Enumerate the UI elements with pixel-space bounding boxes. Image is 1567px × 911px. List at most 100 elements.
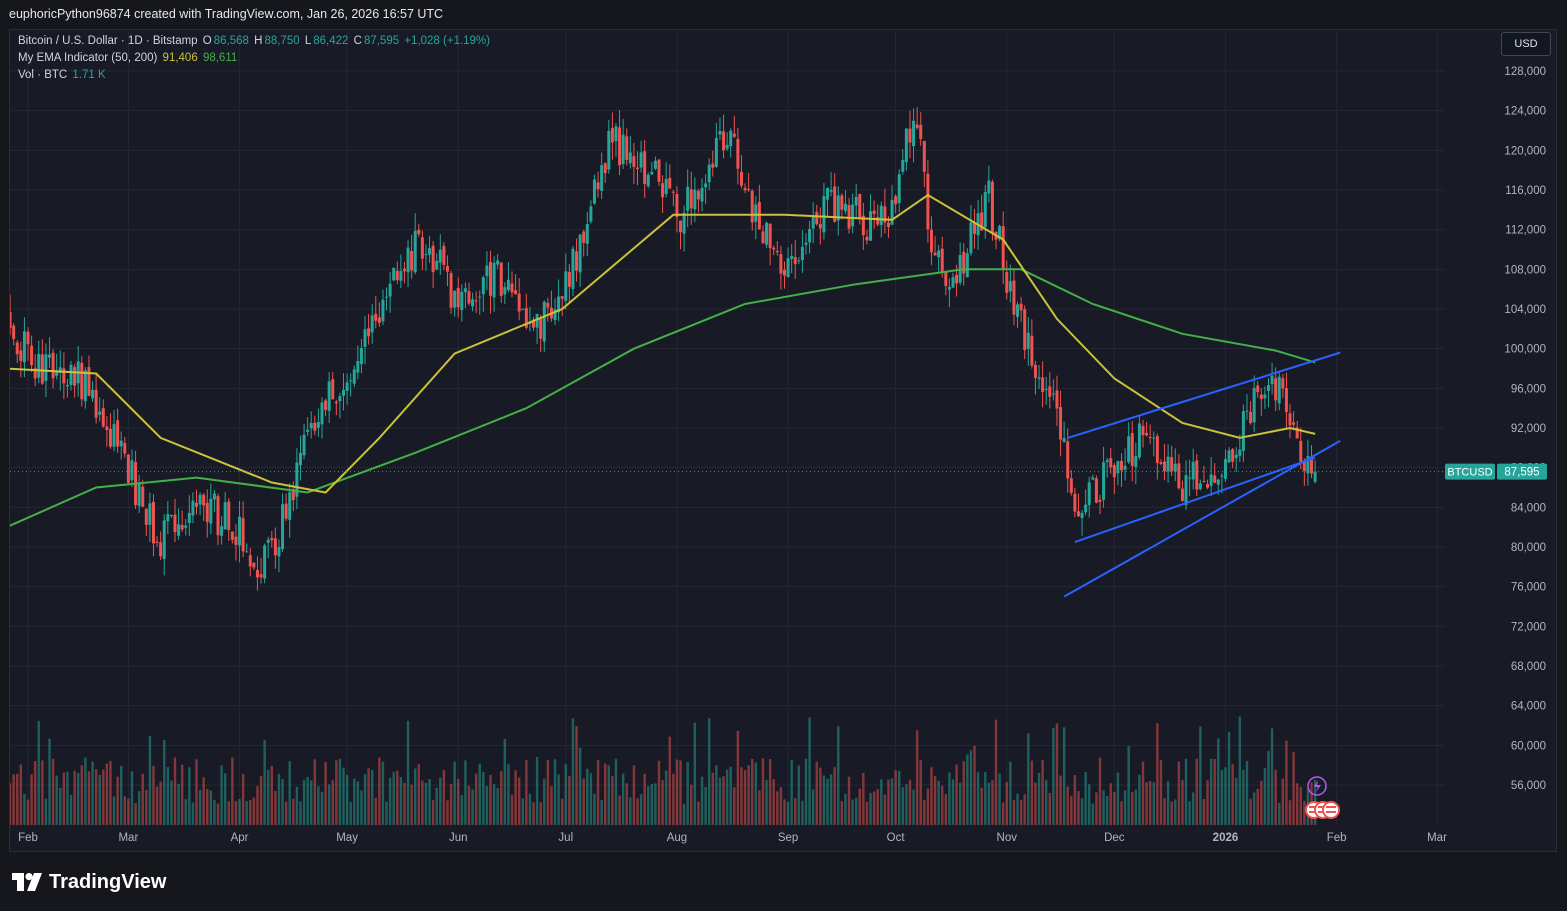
candle-body [689,189,693,209]
volume-bar [381,761,385,825]
volume-indicator-name[interactable]: Vol · BTC [18,69,68,81]
volume-bar [403,782,406,825]
price-chart[interactable]: 56,000 60,000 64,000 68,000 72,000 76,000 80,0… [10,30,1557,852]
candle-body [1076,511,1080,517]
chart-panel[interactable]: 56,000 60,000 64,000 68,000 72,000 76,000 80,0… [9,29,1557,852]
candle-body [639,152,643,168]
volume-bar [1116,772,1120,825]
volume-bar [1270,728,1274,825]
candle-body [499,262,503,296]
candle-body [438,249,442,263]
volume-bar [557,774,560,825]
volume-bar [1220,770,1224,825]
volume-bar [87,771,91,825]
candle-body [44,354,48,381]
time-axis[interactable]: Feb Mar Apr May Jun Jul Aug Sep Oct Nov Dec 2026 Feb… [18,832,1447,844]
candle-body [1180,488,1184,501]
candle-body [155,541,159,543]
volume-bar [385,801,388,825]
candle-body [94,389,98,418]
candle-body [277,547,281,557]
volume-bar [231,757,234,825]
candle-body [1059,407,1063,440]
candle-body [216,496,220,536]
volume-bar [1055,723,1059,825]
candle-body [1116,461,1120,474]
volume-bar [1034,782,1037,825]
candle-body [793,257,797,264]
channel-trendline[interactable] [1074,456,1316,543]
volume-bar [564,764,567,825]
flag-stripe-icon [1326,811,1336,813]
us-flag-event-icon[interactable] [1322,801,1340,819]
volume-bar [955,764,958,825]
candle-body [679,220,683,233]
candle-body [1170,457,1174,472]
volume-legend[interactable]: Vol · BTC 1.71 K [18,69,108,81]
candle-body [743,187,747,191]
last-price-badge[interactable]: BTCUSD 87,595 [1445,463,1547,480]
volume-bar [500,771,503,825]
candle-body [481,277,485,295]
channel-trendline[interactable] [1063,440,1341,598]
candle-body [169,514,173,517]
symbol-title[interactable]: Bitcoin / U.S. Dollar · 1D · Bitstamp [18,35,198,47]
channel-trendline[interactable] [1067,351,1341,439]
candle-body [1227,450,1231,463]
volume-bar [543,778,546,825]
time-tick-label: 2026 [1213,832,1239,844]
volume-bar [1109,783,1112,825]
volume-bar [804,758,808,825]
candle-body [83,370,87,402]
candle-body [937,250,941,258]
volume-bar [711,772,714,825]
volume-bar [277,773,281,825]
volume-bar [170,780,173,825]
volume-bar [998,773,1001,825]
volume-bar [166,767,170,825]
volume-bar [801,800,804,825]
candle-body [761,231,765,243]
price-axis[interactable]: 56,000 60,000 64,000 68,000 72,000 76,000 80,0… [1504,66,1546,792]
candle-body [700,187,704,202]
candle-body [1134,456,1138,468]
flag-stripe-icon [1326,806,1336,808]
open-label: O [202,35,212,47]
volume-bar [715,765,718,825]
volume-bar [213,799,216,825]
volume-bar [826,778,829,825]
volume-bar [837,726,840,825]
candle-body [965,253,969,278]
volume-bar [887,779,890,825]
volume-bar [292,798,295,825]
volume-bar [188,767,191,825]
ema-indicator-name[interactable]: My EMA Indicator (50, 200) [18,52,158,64]
volume-bar [467,785,471,825]
candle-body [245,551,249,553]
volume-bar [697,801,700,825]
volume-bar [1217,738,1220,825]
lightning-event-icon[interactable] [1307,776,1327,796]
candle-body [492,262,496,298]
ema-legend[interactable]: My EMA Indicator (50, 200) 91,406 98,611 [18,52,239,64]
volume-bar [327,784,331,825]
candle-body [790,255,794,259]
volume-bar [528,793,532,825]
volume-bar [611,775,614,825]
price-tick-label: 100,000 [1504,344,1546,356]
tradingview-logo[interactable]: TradingView [12,868,166,896]
candle-body [596,182,600,190]
volume-bar [503,738,507,825]
volume-bar [202,777,205,825]
volume-bar [130,771,134,825]
currency-button[interactable]: USD [1501,32,1551,56]
candle-body [517,293,521,312]
candle-body [15,342,19,355]
volume-bar [105,763,109,825]
candle-body [1259,394,1263,400]
volume-bar [1202,799,1206,825]
chart-events[interactable] [1305,776,1340,819]
price-tick-label: 116,000 [1505,185,1546,197]
candle-body [1270,375,1274,385]
